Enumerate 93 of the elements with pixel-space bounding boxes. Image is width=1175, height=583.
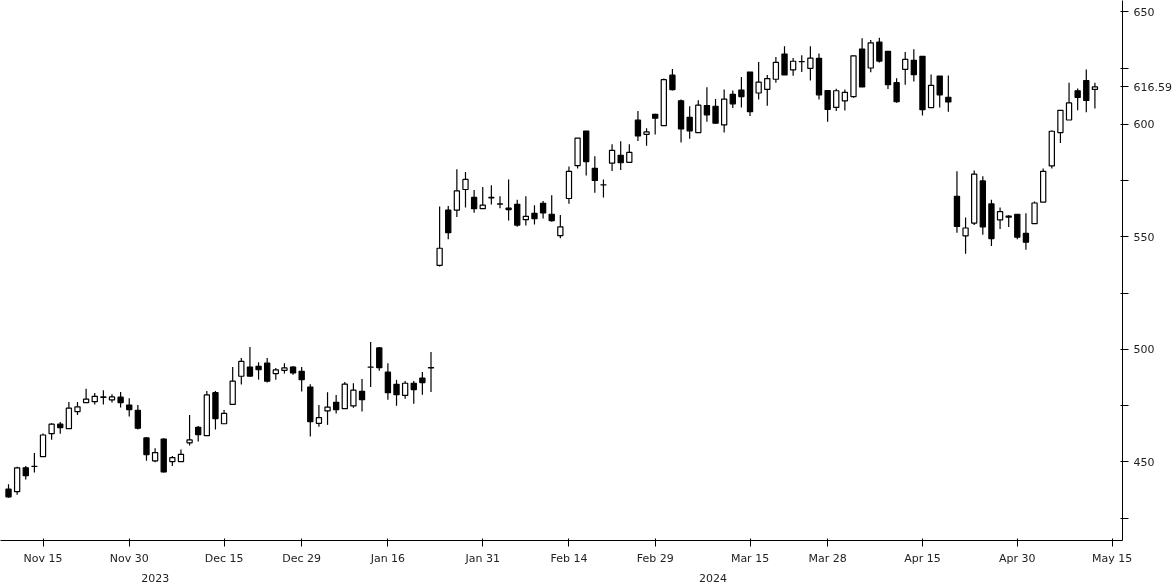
candlestick [410, 380, 417, 405]
x-tick-label: Feb 29 [636, 551, 674, 565]
candlestick [298, 366, 305, 393]
candlestick [39, 432, 47, 458]
candlestick [65, 401, 73, 430]
candlestick [1057, 109, 1064, 144]
candlestick [841, 88, 849, 112]
candlestick [893, 77, 900, 104]
candlestick [384, 362, 392, 401]
candlestick [936, 75, 943, 109]
x-tick-label: Mar 28 [808, 551, 847, 565]
candlestick [445, 205, 452, 240]
x-tick-label: Nov 15 [23, 551, 63, 565]
candlestick [669, 68, 676, 92]
candlestick [126, 397, 133, 418]
y-tick-label: 616.59 [1133, 80, 1172, 94]
candlestick [600, 178, 607, 199]
y-tick-label: 600 [1133, 118, 1155, 132]
candlestick [1074, 87, 1081, 111]
y-tick-label: 550 [1133, 230, 1155, 244]
candlestick [617, 140, 624, 171]
candlestick [186, 414, 193, 447]
candlestick [479, 186, 486, 210]
x-tick-label: Mar 15 [730, 551, 770, 565]
candlestick [996, 206, 1004, 230]
candlestick [755, 61, 762, 101]
candlestick [910, 48, 918, 83]
candlestick [833, 88, 840, 112]
candlestick [514, 199, 521, 228]
candlestick [376, 346, 383, 372]
candlestick [134, 404, 142, 431]
candlestick [945, 74, 952, 113]
candlestick [238, 357, 245, 386]
candlestick [807, 45, 814, 81]
candlestick [324, 391, 331, 426]
candlestick [824, 89, 831, 123]
x-tick-label: Feb 14 [550, 551, 588, 565]
candlestick [1091, 82, 1099, 110]
candlestick [143, 436, 150, 462]
candlestick [505, 178, 512, 222]
candlestick [927, 73, 935, 109]
candlestick [1031, 200, 1038, 225]
y-tick-label: 500 [1133, 343, 1155, 357]
y-tick-label: 650 [1133, 5, 1155, 19]
candlestick [358, 378, 366, 413]
candlestick [686, 105, 693, 140]
candlestick [264, 357, 271, 384]
candlestick [764, 74, 771, 107]
candlestick [591, 155, 599, 194]
candlestick [470, 189, 478, 214]
x-tick-label: Dec 15 [204, 551, 244, 565]
x-tick-label: Nov 30 [109, 551, 149, 565]
candlestick [427, 351, 435, 393]
candlestick [229, 366, 236, 406]
candlestick [393, 379, 400, 407]
candlestick [876, 37, 883, 63]
candlestick [1022, 212, 1030, 251]
candlestick [462, 171, 469, 209]
candlestick [315, 404, 323, 428]
candlestick [1065, 82, 1073, 121]
candlestick [436, 205, 443, 268]
candlestick [772, 56, 780, 84]
candlestick [419, 371, 426, 396]
candlestick [626, 143, 633, 164]
candlestick [453, 168, 461, 218]
text: 2024 [698, 571, 727, 583]
x-tick-label: Jan 31 [464, 551, 500, 565]
x-tick-label: Jan 16 [369, 551, 406, 565]
candlestick [557, 214, 564, 239]
x-tick-label: May 15 [1092, 551, 1133, 565]
candlestick [781, 45, 788, 76]
candlestick [712, 98, 719, 125]
candlestick [531, 204, 538, 226]
x-tick-label: Apr 15 [904, 551, 941, 565]
candlestick [738, 76, 745, 108]
text: 2023 [141, 571, 170, 583]
candlestick [902, 51, 909, 86]
candlestick [496, 195, 504, 209]
candlestick [1083, 68, 1090, 113]
candlestick [350, 382, 357, 409]
y-tick-label: 450 [1133, 455, 1155, 469]
candlestick [1014, 213, 1021, 240]
candlestick [962, 216, 969, 255]
x-tick-label: Dec 29 [282, 551, 322, 565]
candlestick [246, 346, 254, 378]
candlestick [367, 341, 374, 388]
candlestick [608, 143, 616, 172]
candlestick [703, 86, 711, 123]
candlestick [634, 110, 642, 142]
candlestick [548, 194, 555, 223]
candlestick [13, 466, 21, 496]
candlestick [332, 394, 340, 415]
x-tick-label: Apr 30 [999, 551, 1036, 565]
